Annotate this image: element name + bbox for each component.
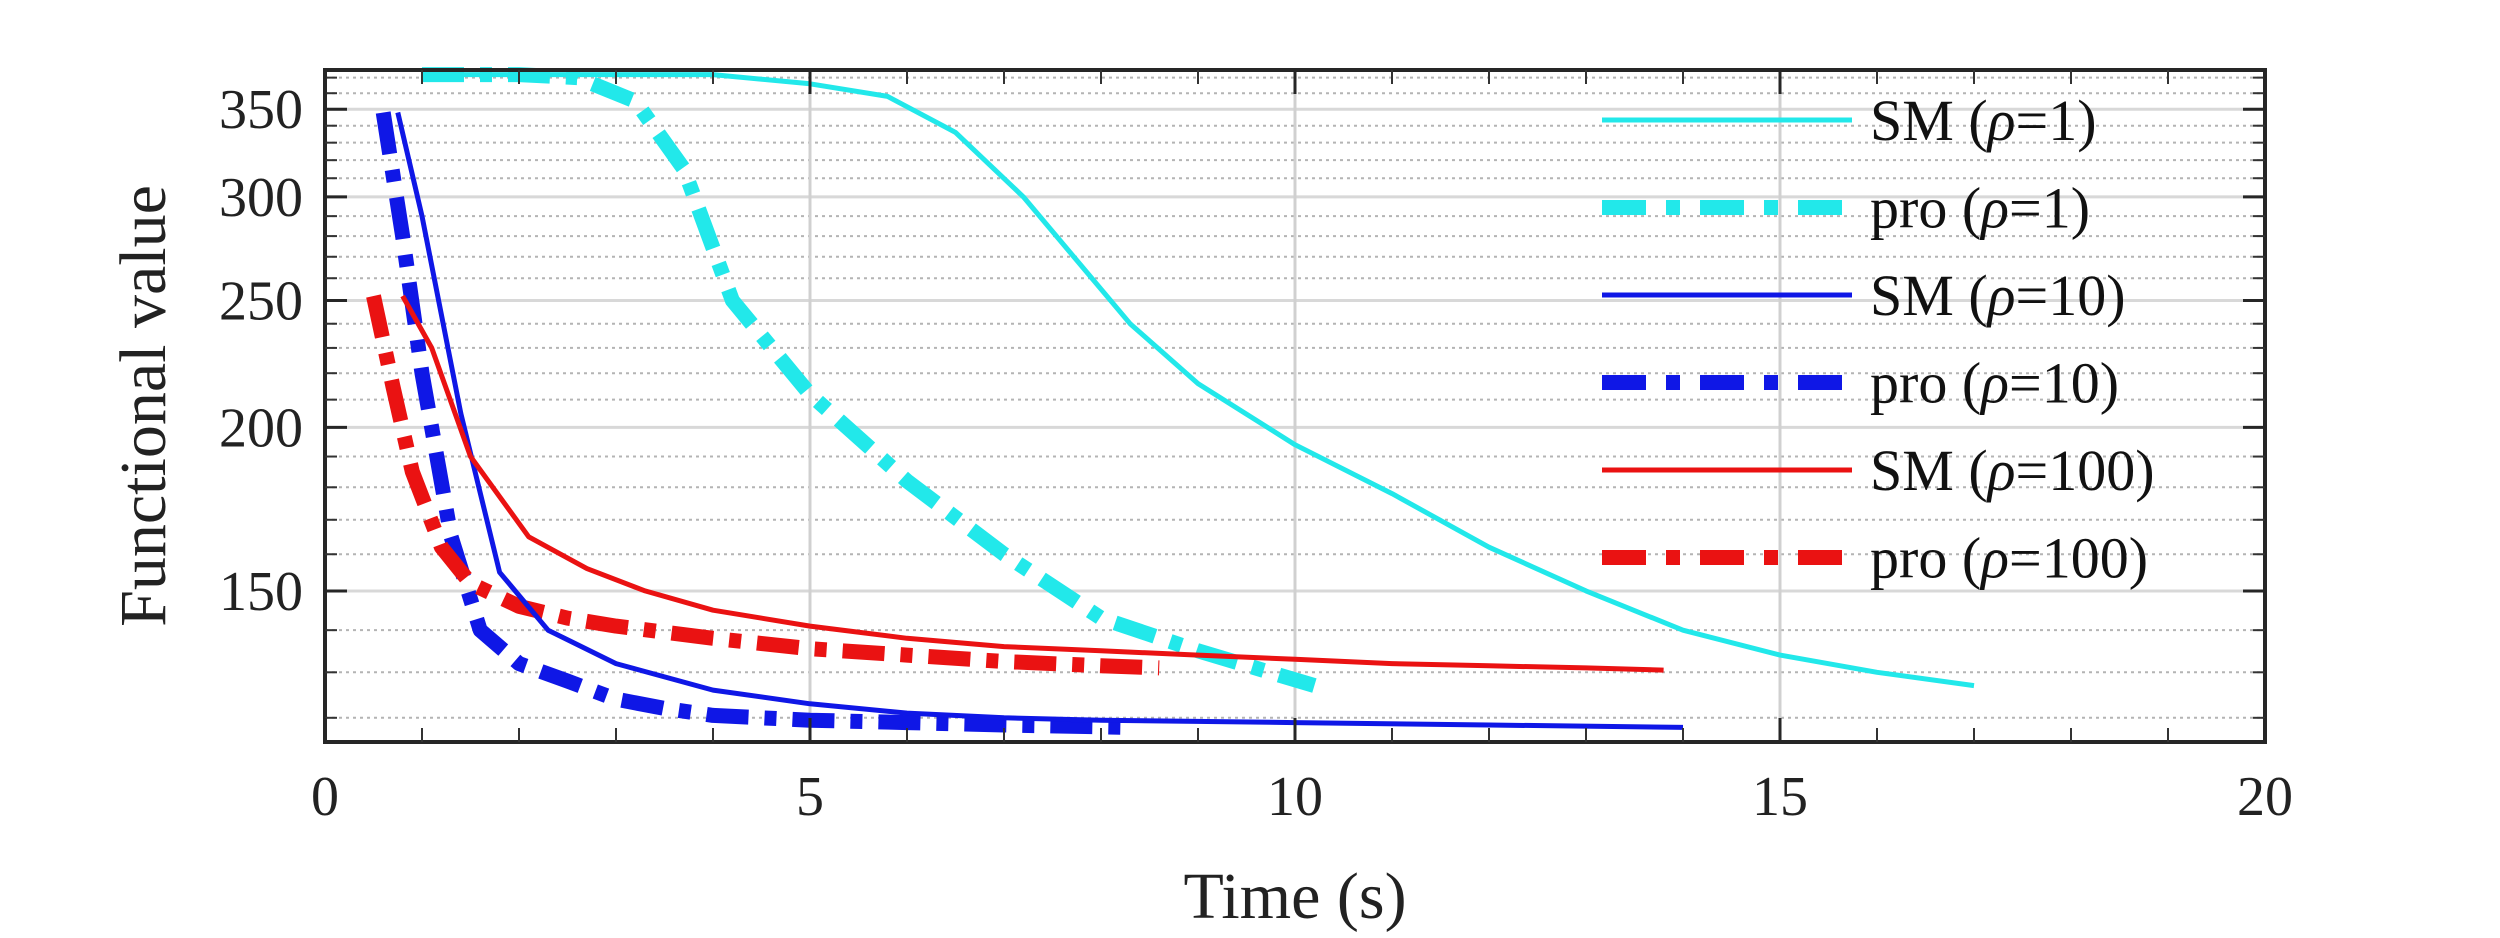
x-tick-label: 5 xyxy=(796,766,824,828)
y-tick-label: 250 xyxy=(219,271,303,333)
y-tick-label: 350 xyxy=(219,79,303,141)
legend-label: SM (ρ=100) xyxy=(1870,438,2155,503)
y-tick-label: 200 xyxy=(219,397,303,459)
y-axis-label: Functional value xyxy=(107,185,180,627)
legend-label: SM (ρ=1) xyxy=(1870,88,2097,153)
series-layer xyxy=(366,67,1975,735)
x-tick-label: 0 xyxy=(311,766,339,828)
axes: 150 200 250 300 350 0 5 10 15 20 Time (s) Functiona… xyxy=(107,70,2293,933)
series-line-3 xyxy=(375,111,1131,735)
legend-label: pro (ρ=100) xyxy=(1870,526,2148,591)
series-line-4 xyxy=(400,294,1664,673)
y-tick-label: 300 xyxy=(219,167,303,229)
legend-label: pro (ρ=10) xyxy=(1870,351,2119,416)
series-line-2 xyxy=(395,111,1684,730)
legend-label: pro (ρ=1) xyxy=(1870,176,2090,241)
series-line-5 xyxy=(366,294,1160,676)
legend-label: SM (ρ=10) xyxy=(1870,263,2126,328)
x-tick-label: 15 xyxy=(1752,766,1808,828)
x-axis-label: Time (s) xyxy=(1183,860,1406,933)
series-line-0 xyxy=(422,72,1975,689)
legend: SM (ρ=1) pro (ρ=1) SM (ρ=10) pro (ρ=10) SM (… xyxy=(1602,88,2155,591)
y-tick-label: 150 xyxy=(219,561,303,623)
x-tick-label: 10 xyxy=(1267,766,1323,828)
x-tick-label: 20 xyxy=(2237,766,2293,828)
